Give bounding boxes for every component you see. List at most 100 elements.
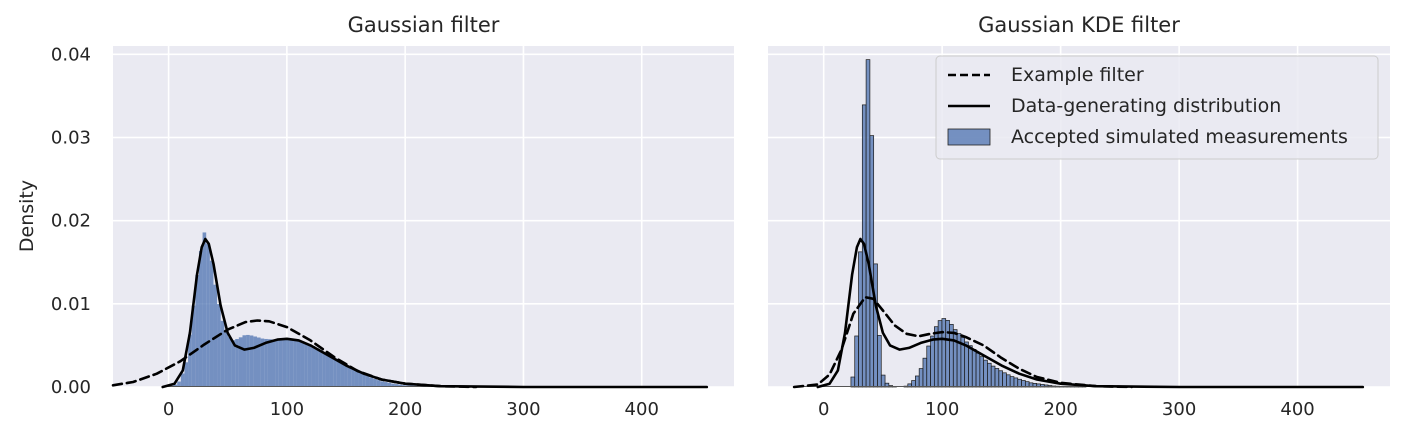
histogram-bar [289, 339, 294, 387]
legend-box [935, 55, 1379, 160]
histogram-bar [336, 360, 341, 387]
histogram-bar [945, 320, 950, 388]
histogram-bar [922, 357, 928, 388]
histogram-bar [304, 342, 308, 387]
left-lines [111, 237, 709, 389]
histogram-bar [202, 232, 207, 387]
histogram-bar [383, 382, 388, 387]
y-tick-label: 0.04 [51, 44, 91, 65]
histogram-bar [926, 345, 931, 388]
right-lines [792, 237, 1365, 389]
histogram-bar [362, 374, 366, 387]
histogram-bar [983, 359, 988, 388]
histogram-bar [347, 366, 352, 387]
histogram-bar [990, 365, 996, 388]
histogram-bar [1017, 378, 1022, 388]
histogram-bar [858, 251, 863, 388]
x-tick-label: 400 [625, 399, 659, 420]
histogram-bar [1002, 372, 1007, 388]
histogram-bar [253, 336, 257, 387]
histogram-bar [880, 374, 886, 388]
histogram-bar [242, 335, 247, 387]
x-tick-label: 100 [925, 399, 959, 420]
histogram-bar [329, 356, 334, 387]
left-panel: 0 100 200 300 400 0.00 0.01 0.02 0.03 0.04 Gaussi… [16, 13, 734, 420]
histogram-bar [358, 372, 363, 387]
histogram-bar [979, 356, 984, 388]
histogram-bar [217, 304, 221, 387]
histogram-bar [391, 383, 395, 387]
histogram-bar [1013, 377, 1019, 388]
histogram-bar [224, 330, 228, 387]
histogram-bar [275, 339, 279, 387]
right-histogram [794, 59, 1363, 388]
histogram-bar [220, 320, 225, 387]
histogram-bar [195, 275, 199, 387]
histogram-bar [311, 346, 316, 387]
left-title: Gaussian filter [348, 13, 500, 37]
histogram-bar [267, 339, 272, 387]
histogram-bar [282, 338, 287, 387]
histogram-bar [994, 368, 1000, 388]
histogram-bar [987, 362, 992, 388]
histogram-bar [354, 370, 359, 387]
left-y-axis-label: Density [16, 180, 38, 252]
left-tick-labels: 0 100 200 300 400 0.00 0.01 0.02 0.03 0.04 [51, 44, 659, 420]
histogram-bar [941, 318, 947, 388]
x-tick-label: 300 [506, 399, 540, 420]
histogram-bar [850, 376, 856, 388]
example-filter-line [792, 295, 1133, 389]
histogram-bar [260, 338, 265, 387]
left-histogram [162, 232, 707, 387]
legend: Example filter Data-generating distribut… [935, 55, 1379, 160]
histogram-bar [971, 349, 977, 388]
histogram-bar [340, 362, 345, 387]
histogram-bar [333, 358, 337, 387]
legend-label-data-generating: Data-generating distribution [1011, 95, 1281, 117]
histogram-bar [307, 344, 312, 387]
histogram-bar [915, 375, 920, 388]
y-tick-label: 0.01 [51, 294, 91, 315]
histogram-bar [975, 352, 981, 388]
histogram-bar [256, 337, 261, 387]
histogram-bar [968, 345, 973, 388]
x-tick-label: 200 [1043, 399, 1077, 420]
x-tick-label: 0 [818, 399, 829, 420]
histogram-bar [998, 370, 1003, 388]
histogram-bar [286, 338, 290, 387]
y-tick-label: 0.02 [51, 211, 91, 232]
x-tick-label: 300 [1162, 399, 1196, 420]
legend-bar-swatch [947, 128, 991, 146]
histogram-bar [213, 284, 218, 387]
histogram-bar [380, 381, 384, 387]
histogram-bar [376, 380, 381, 387]
x-tick-label: 0 [163, 399, 174, 420]
right-title: Gaussian KDE filter [978, 13, 1180, 37]
x-tick-label: 400 [1280, 399, 1314, 420]
histogram-bar [918, 368, 924, 388]
histogram-bar [930, 335, 935, 388]
histogram-bar [235, 338, 239, 387]
right-tick-labels: 0 100 200 300 400 [818, 399, 1315, 420]
histogram-bar [206, 243, 210, 387]
histogram-bar [369, 377, 374, 387]
histogram-bar [198, 251, 203, 387]
histogram-bar [322, 352, 326, 387]
histogram-bar [318, 350, 323, 387]
y-tick-label: 0.03 [51, 127, 91, 148]
histogram-bar [937, 320, 943, 388]
histogram-bar [264, 338, 268, 387]
histogram-bar [1006, 374, 1011, 388]
histogram-bar [293, 339, 297, 387]
histogram-bar [933, 326, 939, 388]
histogram-bar [854, 335, 859, 388]
histogram-bar [231, 340, 236, 387]
histogram-bar [398, 384, 403, 387]
histogram-bar [964, 341, 969, 388]
histogram-bar [344, 364, 348, 387]
y-tick-label: 0.00 [51, 377, 91, 398]
histogram-bar [238, 337, 243, 387]
histogram-bar [180, 373, 185, 387]
histogram-bar [315, 348, 319, 387]
